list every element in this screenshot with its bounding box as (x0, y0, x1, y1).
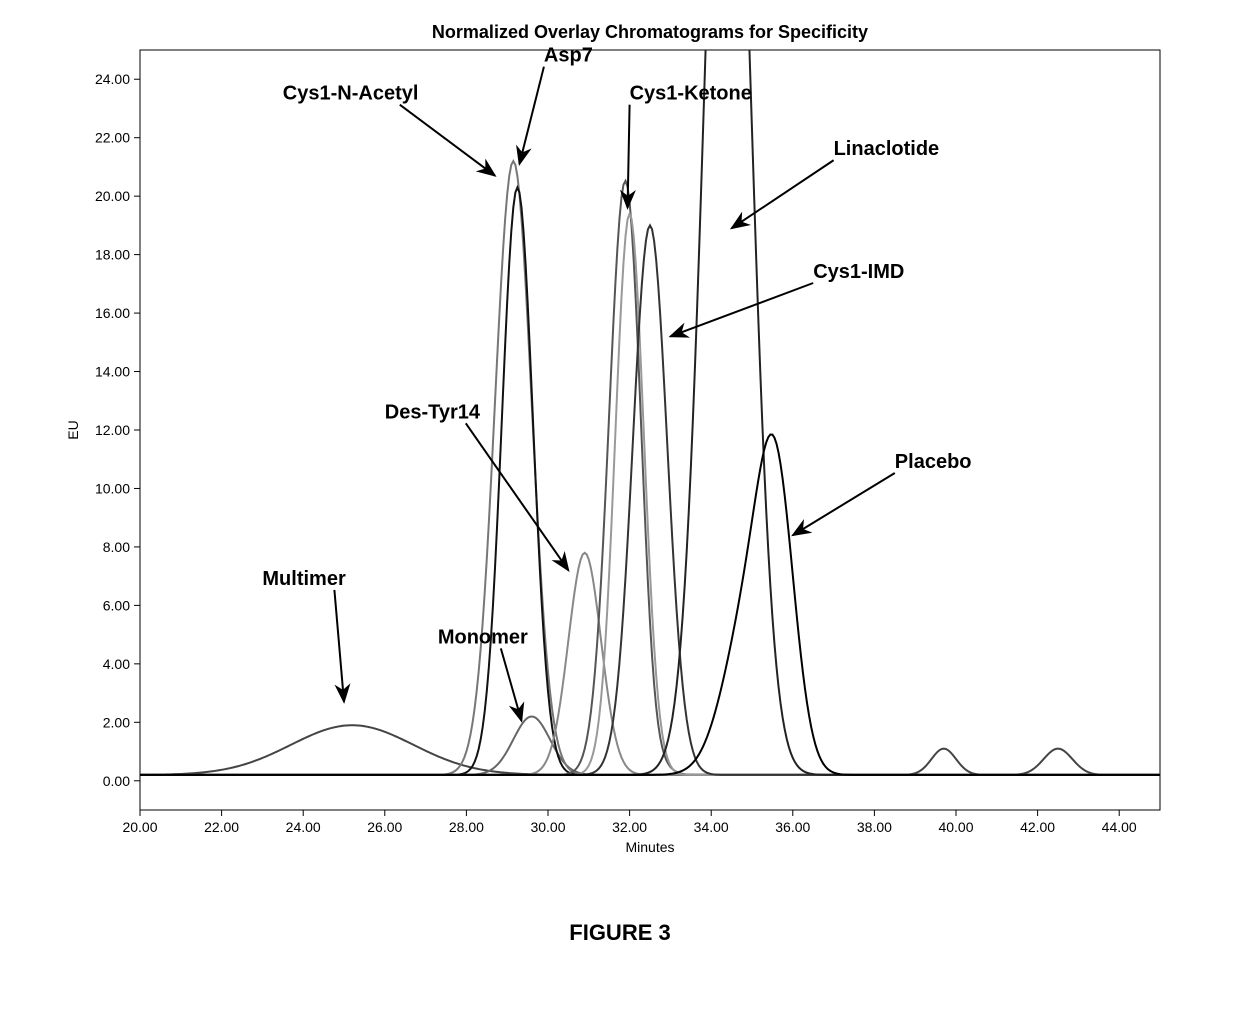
svg-text:20.00: 20.00 (122, 819, 157, 835)
x-axis-label: Minutes (625, 839, 674, 855)
annotation-arrow (732, 160, 834, 228)
annotation-cys1-n-acetyl: Cys1-N-Acetyl (283, 83, 419, 105)
series-cys1-imd (140, 225, 1160, 775)
annotation-asp7: Asp7 (544, 45, 593, 67)
svg-text:36.00: 36.00 (775, 819, 810, 835)
svg-text:38.00: 38.00 (857, 819, 892, 835)
series-monomer (140, 716, 1160, 774)
svg-text:2.00: 2.00 (103, 714, 130, 730)
svg-text:0.00: 0.00 (103, 773, 130, 789)
series-cys1-n-acetyl (140, 161, 1160, 775)
svg-text:24.00: 24.00 (95, 71, 130, 87)
series-linaclotide-sh (140, 214, 1160, 775)
svg-text:4.00: 4.00 (103, 656, 130, 672)
series-asp7 (140, 187, 1160, 775)
annotation-cys1-ketone: Cys1-Ketone (630, 83, 752, 105)
annotation-des-tyr14: Des-Tyr14 (385, 401, 481, 423)
svg-text:40.00: 40.00 (938, 819, 973, 835)
chart-title: Normalized Overlay Chromatograms for Spe… (432, 22, 868, 42)
svg-text:42.00: 42.00 (1020, 819, 1055, 835)
annotation-arrow (519, 67, 543, 164)
annotation-arrow (793, 473, 895, 535)
series-linaclotide (140, 20, 1160, 775)
chromatogram-chart: Normalized Overlay Chromatograms for Spe… (60, 20, 1180, 890)
svg-text:44.00: 44.00 (1102, 819, 1137, 835)
annotation-arrow (628, 105, 630, 208)
svg-text:10.00: 10.00 (95, 480, 130, 496)
svg-text:22.00: 22.00 (204, 819, 239, 835)
svg-text:28.00: 28.00 (449, 819, 484, 835)
svg-text:30.00: 30.00 (530, 819, 565, 835)
series-cys1-ketone (140, 181, 1160, 775)
annotation-monomer: Monomer (438, 626, 528, 648)
svg-text:24.00: 24.00 (286, 819, 321, 835)
annotation-arrow (501, 648, 522, 720)
annotation-arrow (400, 105, 495, 176)
svg-text:8.00: 8.00 (103, 539, 130, 555)
svg-text:6.00: 6.00 (103, 597, 130, 613)
figure-caption: FIGURE 3 (0, 920, 1240, 946)
annotation-multimer: Multimer (262, 568, 346, 590)
annotation-cys1-imd: Cys1-IMD (813, 261, 904, 283)
svg-text:16.00: 16.00 (95, 305, 130, 321)
annotation-placebo: Placebo (895, 451, 972, 473)
svg-text:18.00: 18.00 (95, 247, 130, 263)
chart-svg: Normalized Overlay Chromatograms for Spe… (60, 20, 1180, 890)
series-multimer (140, 725, 1160, 775)
annotation-linaclotide: Linaclotide (834, 138, 940, 160)
svg-text:34.00: 34.00 (694, 819, 729, 835)
svg-text:14.00: 14.00 (95, 364, 130, 380)
annotation-arrow (466, 423, 569, 570)
y-axis-label: EU (65, 420, 81, 439)
annotation-arrow (334, 590, 344, 702)
svg-text:20.00: 20.00 (95, 188, 130, 204)
svg-text:32.00: 32.00 (612, 819, 647, 835)
svg-text:12.00: 12.00 (95, 422, 130, 438)
svg-text:22.00: 22.00 (95, 130, 130, 146)
svg-text:26.00: 26.00 (367, 819, 402, 835)
annotation-arrow (670, 283, 813, 336)
